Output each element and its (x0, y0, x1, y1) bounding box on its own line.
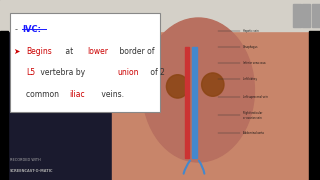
Bar (0, 31, 8, 180)
Text: Begins: Begins (26, 47, 52, 56)
Text: Right testicular
or ovarian vein: Right testicular or ovarian vein (243, 111, 262, 120)
Ellipse shape (142, 18, 254, 162)
FancyArrowPatch shape (199, 161, 204, 174)
Bar (312, 4, 320, 27)
Text: Abdominal aorta: Abdominal aorta (243, 131, 264, 135)
Text: at: at (63, 47, 75, 56)
Text: Left kidney: Left kidney (243, 77, 257, 81)
FancyArrowPatch shape (184, 161, 190, 174)
Text: Hepatic vein: Hepatic vein (243, 29, 259, 33)
Text: SCREENCAST-O-MATIC: SCREENCAST-O-MATIC (10, 169, 53, 173)
Text: border of: border of (117, 47, 155, 56)
Text: Oesophagus: Oesophagus (243, 45, 259, 49)
Text: common: common (26, 90, 62, 99)
Text: vertebra by: vertebra by (38, 68, 88, 77)
Bar (0, 0, 320, 31)
Bar (112, 31, 309, 180)
Text: union: union (117, 68, 139, 77)
Text: of 2: of 2 (148, 68, 165, 77)
Bar (192, 47, 197, 158)
Text: Left suprarenal vein: Left suprarenal vein (243, 95, 268, 99)
Bar (309, 31, 320, 180)
Text: -: - (14, 25, 17, 34)
Ellipse shape (202, 73, 224, 96)
FancyBboxPatch shape (10, 13, 160, 112)
Text: veins.: veins. (99, 90, 124, 99)
Bar (302, 4, 310, 27)
Text: ➤: ➤ (13, 47, 20, 56)
Text: Inferior vena cava: Inferior vena cava (243, 61, 266, 65)
Text: iliac: iliac (69, 90, 84, 99)
Text: lower: lower (87, 47, 108, 56)
Text: IVC:: IVC: (22, 25, 41, 34)
Text: L5: L5 (26, 68, 36, 77)
Text: RECORDED WITH: RECORDED WITH (10, 158, 40, 162)
Bar (185, 47, 189, 158)
Ellipse shape (166, 75, 189, 98)
Bar (293, 4, 301, 27)
Text: Screencast...: Screencast... (19, 13, 55, 18)
